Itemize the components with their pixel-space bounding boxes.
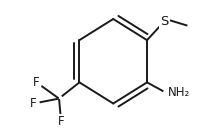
Text: F: F xyxy=(33,76,40,89)
Text: S: S xyxy=(160,15,169,28)
Text: F: F xyxy=(58,115,65,128)
Text: NH₂: NH₂ xyxy=(167,86,190,99)
Text: F: F xyxy=(30,97,37,110)
